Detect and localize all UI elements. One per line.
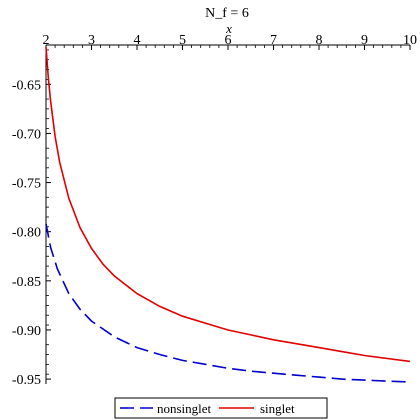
y-tick-label: -0.90 bbox=[12, 324, 41, 339]
y-tick-label: -0.95 bbox=[12, 373, 41, 388]
x-tick-label: 7 bbox=[270, 33, 277, 48]
x-tick-label: 6 bbox=[225, 33, 232, 48]
y-tick-label: -0.65 bbox=[12, 78, 41, 93]
series-line-singlet bbox=[45, 46, 411, 363]
y-tick-label: -0.75 bbox=[12, 177, 41, 192]
x-axis-label: x bbox=[225, 21, 232, 36]
x-tick-label: 3 bbox=[88, 33, 95, 48]
x-tick-label: 2 bbox=[43, 33, 50, 48]
legend-label-singlet: singlet bbox=[260, 401, 295, 416]
y-tick-label: -0.80 bbox=[12, 226, 41, 241]
x-tick-label: 10 bbox=[403, 33, 417, 48]
chart-title: N_f = 6 bbox=[205, 6, 249, 21]
x-tick-label: 9 bbox=[361, 33, 368, 48]
series-line-nonsinglet bbox=[45, 223, 411, 383]
x-tick-label: 8 bbox=[316, 33, 323, 48]
x-tick-label: 5 bbox=[179, 33, 186, 48]
plot-lines bbox=[45, 46, 411, 383]
x-tick-label: 4 bbox=[134, 33, 141, 48]
y-tick-label: -0.85 bbox=[12, 275, 41, 290]
legend-label-nonsinglet: nonsinglet bbox=[157, 401, 212, 416]
y-tick-label: -0.70 bbox=[12, 127, 41, 142]
axes: 2 3 4 5 6 7 8 9 10 -0.65 -0.70 -0.75 -0.80 -0.85 -0.90… bbox=[12, 33, 417, 388]
legend: nonsinglet singlet bbox=[114, 397, 328, 419]
